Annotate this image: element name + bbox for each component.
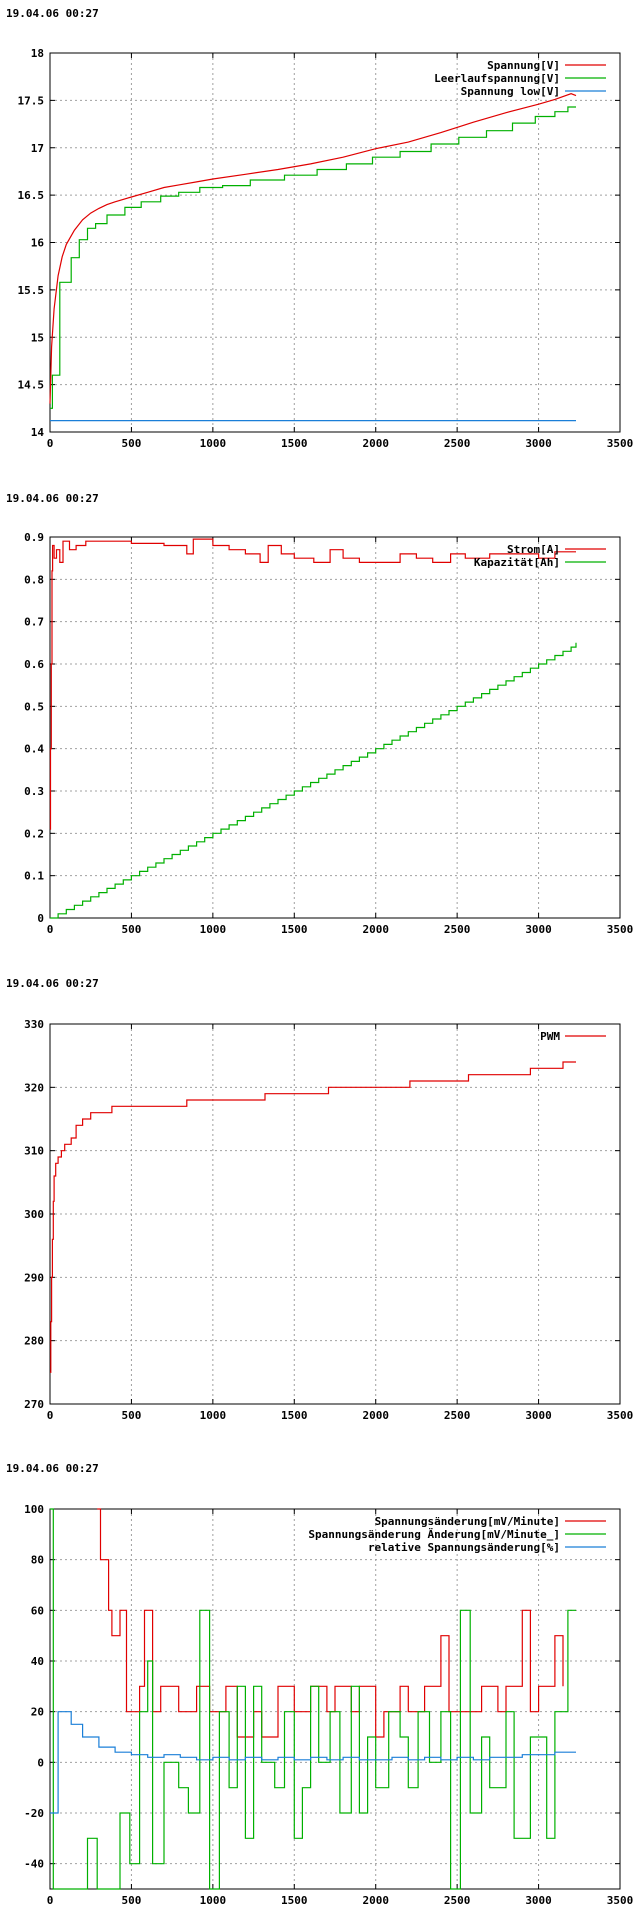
x-tick-label: 1000 — [200, 437, 227, 450]
y-tick-label: 20 — [31, 1706, 44, 1719]
y-tick-label: 40 — [31, 1655, 44, 1668]
y-tick-label: 80 — [31, 1554, 44, 1567]
y-tick-label: 100 — [24, 1503, 44, 1516]
x-tick-label: 3500 — [607, 1409, 634, 1422]
series-line — [49, 93, 577, 404]
y-tick-label: 15 — [31, 331, 44, 344]
x-tick-label: 500 — [121, 437, 141, 450]
x-tick-label: 2000 — [362, 1894, 389, 1907]
y-tick-label: -40 — [24, 1858, 44, 1871]
y-tick-label: 0.8 — [24, 573, 44, 586]
chart-timestamp: 19.04.06 00:27 — [6, 7, 99, 20]
y-tick-label: 16.5 — [18, 189, 45, 202]
x-tick-label: 1500 — [281, 923, 308, 936]
x-tick-label: 3000 — [525, 1894, 552, 1907]
x-tick-label: 1500 — [281, 1409, 308, 1422]
chart-timestamp: 19.04.06 00:27 — [6, 492, 99, 505]
x-tick-label: 2500 — [444, 923, 471, 936]
series-line — [50, 1061, 576, 1373]
legend-label: Spannung low[V] — [461, 85, 560, 98]
y-tick-label: 280 — [24, 1335, 44, 1348]
series-line — [50, 1508, 576, 1890]
x-tick-label: 2000 — [362, 923, 389, 936]
x-tick-label: 1500 — [281, 437, 308, 450]
x-tick-label: 2000 — [362, 1409, 389, 1422]
legend-label: relative Spannungsänderung[%] — [368, 1541, 560, 1554]
y-tick-label: 18 — [31, 47, 44, 60]
x-tick-label: 3000 — [525, 923, 552, 936]
legend-label: Spannungsänderung Änderung[mV/Minute_] — [308, 1527, 560, 1541]
chart-timestamp: 19.04.06 00:27 — [6, 1462, 99, 1475]
y-tick-label: 310 — [24, 1145, 44, 1158]
y-tick-label: 290 — [24, 1271, 44, 1284]
x-tick-label: 1000 — [200, 923, 227, 936]
series-line — [50, 106, 576, 409]
y-tick-label: 270 — [24, 1398, 44, 1411]
x-tick-label: 2500 — [444, 1894, 471, 1907]
y-tick-label: 60 — [31, 1604, 44, 1617]
y-tick-label: 16 — [31, 237, 45, 250]
y-tick-label: 0.1 — [24, 870, 44, 883]
y-tick-label: 17.5 — [18, 94, 45, 107]
x-tick-label: 3000 — [525, 1409, 552, 1422]
x-tick-label: 500 — [121, 1409, 141, 1422]
x-tick-label: 0 — [47, 1409, 54, 1422]
chart-timestamp: 19.04.06 00:27 — [6, 977, 99, 990]
series-line — [50, 642, 577, 919]
x-tick-label: 1500 — [281, 1894, 308, 1907]
y-tick-label: 14 — [31, 426, 45, 439]
y-tick-label: -20 — [24, 1807, 44, 1820]
series-line — [49, 538, 576, 830]
series-line — [50, 1711, 576, 1814]
legend-label: Kapazität[Ah] — [474, 556, 560, 569]
legend-label: Spannungsänderung[mV/Minute] — [375, 1515, 560, 1528]
y-tick-label: 0.6 — [24, 658, 44, 671]
x-tick-label: 3500 — [607, 437, 634, 450]
x-tick-label: 1000 — [200, 1894, 227, 1907]
y-tick-label: 0.7 — [24, 616, 44, 629]
y-tick-label: 0.5 — [24, 700, 44, 713]
x-tick-label: 500 — [121, 1894, 141, 1907]
x-tick-label: 500 — [121, 923, 141, 936]
legend-label: PWM — [540, 1030, 560, 1043]
legend-label: Spannung[V] — [487, 59, 560, 72]
x-tick-label: 0 — [47, 923, 54, 936]
x-tick-label: 3500 — [607, 1894, 634, 1907]
x-tick-label: 2000 — [362, 437, 389, 450]
x-tick-label: 2500 — [444, 437, 471, 450]
y-tick-label: 14.5 — [18, 379, 45, 392]
y-tick-label: 0.9 — [24, 531, 44, 544]
legend-label: Leerlaufspannung[V] — [434, 72, 560, 85]
plot-frame — [49, 1508, 621, 1890]
x-tick-label: 0 — [47, 1894, 54, 1907]
y-tick-label: 0.2 — [24, 827, 44, 840]
x-tick-label: 2500 — [444, 1409, 471, 1422]
y-tick-label: 17 — [31, 142, 44, 155]
y-tick-label: 330 — [24, 1018, 44, 1031]
x-tick-label: 3500 — [607, 923, 634, 936]
y-tick-label: 15.5 — [18, 284, 45, 297]
y-tick-label: 0 — [37, 1756, 44, 1769]
y-tick-label: 0 — [37, 912, 44, 925]
y-tick-label: 0.3 — [24, 785, 44, 798]
legend-label: Strom[A] — [507, 543, 560, 556]
y-tick-label: 320 — [24, 1081, 44, 1094]
x-tick-label: 3000 — [525, 437, 552, 450]
x-tick-label: 0 — [47, 437, 54, 450]
plot-frame — [49, 536, 621, 919]
y-tick-label: 0.4 — [24, 743, 44, 756]
x-tick-label: 1000 — [200, 1409, 227, 1422]
y-tick-label: 300 — [24, 1208, 44, 1221]
